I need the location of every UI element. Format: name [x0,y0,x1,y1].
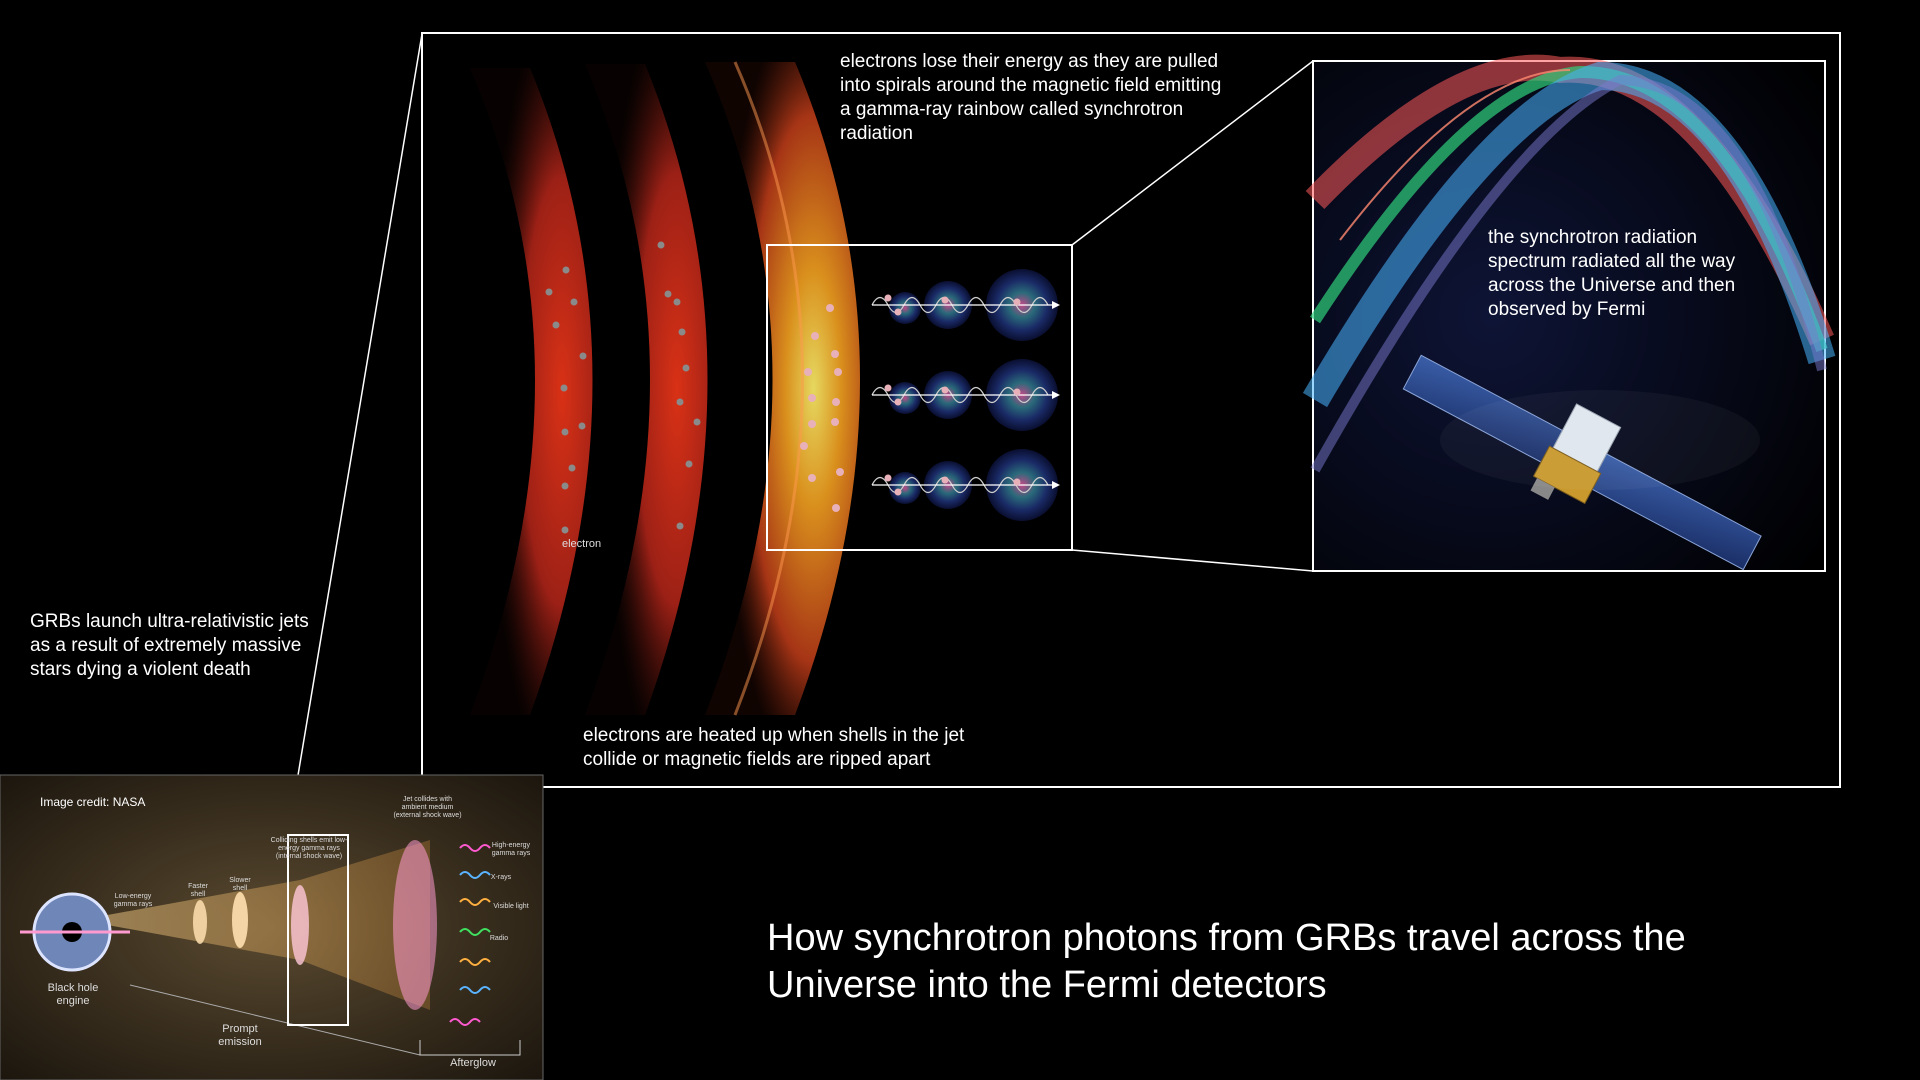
zoom-line-upper [287,33,423,836]
inset-label-xrays: X-rays [490,874,512,881]
electrons-shell-3 [800,304,844,512]
shell-2 [585,64,708,715]
inset-label-faster-shell: Faster shell [188,883,208,898]
shell-1 [470,68,593,715]
page-title: How synchrotron photons from GRBs travel… [767,917,1686,1006]
electrons-shell-2 [657,241,701,530]
caption-grb-launch: GRBs launch ultra-relativistic jets as a… [30,611,309,680]
zoom-line-spectrum-upper [1071,60,1314,246]
inset-zoom-box [287,834,349,1026]
spiral-rows [871,269,1060,521]
caption-electrons-heated: electrons are heated up when shells in t… [583,725,965,770]
main-frame [421,32,1841,788]
zoom-line-spectrum-lower [1071,549,1314,572]
zoom-box-shell [766,244,1073,551]
jet-cone [80,840,430,1010]
fermi-satellite-icon [1402,354,1762,571]
satellite-bus [1532,445,1602,505]
shell-3 [705,62,860,715]
inset-label-radio: Radio [489,935,509,942]
inset-label-prompt: Prompt emission [218,1023,262,1048]
spectrum-rainbow [1302,54,1836,473]
inset-label-jet-collides: Jet collides with ambient medium (extern… [393,796,462,819]
inset-label-colliding-shells: Colliding shells emit low-energy gamma r… [270,837,348,860]
inset-label-low-energy: Low-energy gamma rays [113,893,153,908]
inset-label-visible: Visible light [493,903,529,910]
label-electron: electron [562,538,602,550]
spiral-row-3 [871,449,1060,521]
inset-label-slower-shell: Slower shell [229,877,251,892]
inset-label-black-hole: Black hole engine [47,982,99,1007]
spiral-row-1 [871,269,1060,341]
spiral-row-2 [871,359,1060,431]
image-credit: Image credit: NASA [40,795,146,809]
caption-spectrum: the synchrotron radiation spectrum radia… [1488,227,1736,320]
inset-label-afterglow: Afterglow [450,1057,496,1069]
caption-electrons-lose: electrons lose their energy as they are … [840,51,1222,144]
inset-label-high-energy: High-energy gamma rays [491,842,531,857]
inset-graphics [20,840,521,1056]
electrons-shell-1 [545,266,587,534]
